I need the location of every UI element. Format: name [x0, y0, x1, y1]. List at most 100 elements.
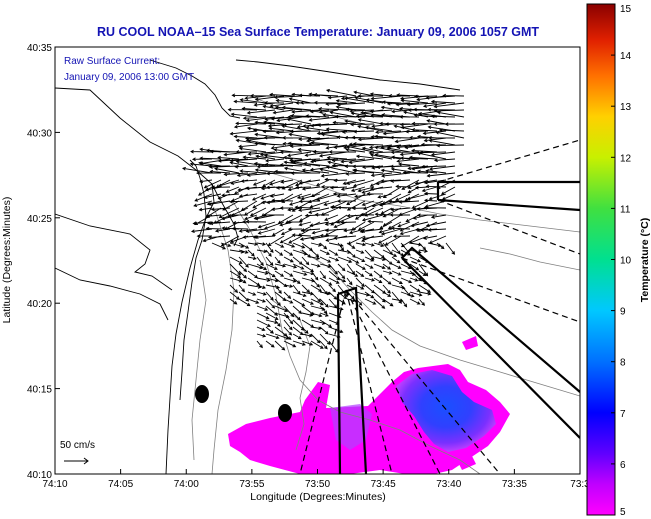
current-vector	[283, 326, 293, 336]
current-vector	[400, 249, 412, 256]
current-vector	[256, 312, 270, 320]
current-vector	[320, 172, 348, 178]
current-vector	[418, 249, 429, 253]
x-tick-label: 74:05	[108, 479, 133, 490]
current-vector	[283, 291, 292, 299]
current-vector	[361, 200, 375, 207]
current-vector	[429, 165, 456, 171]
colorbar-tick-label: 12	[620, 153, 632, 164]
current-vector	[319, 277, 333, 286]
x-axis-ticks: 74:10 74:05 74:00 73:55 73:50 73:45 73:40 73:35…	[42, 469, 590, 490]
current-vector	[290, 171, 321, 175]
current-vector	[281, 124, 312, 132]
current-vector	[350, 186, 366, 192]
current-vector	[321, 185, 339, 189]
colorbar-tick-label: 6	[620, 460, 626, 471]
current-vector	[229, 199, 249, 204]
current-vector	[353, 90, 375, 97]
current-vector	[368, 144, 393, 150]
current-vector	[254, 141, 285, 146]
current-vector	[318, 109, 339, 114]
current-vector	[220, 242, 232, 248]
current-vector	[428, 136, 456, 140]
current-vector	[283, 270, 294, 277]
current-vector	[292, 305, 303, 315]
current-vector	[227, 107, 258, 112]
current-vector	[436, 242, 445, 250]
current-vector	[305, 126, 330, 132]
current-vector	[318, 106, 348, 111]
current-vector	[368, 151, 393, 155]
current-vector	[334, 114, 366, 119]
current-vector	[416, 151, 447, 160]
current-vector	[238, 277, 247, 284]
current-vector	[395, 193, 411, 202]
current-vector	[310, 263, 321, 268]
x-tick-label: 73:45	[371, 479, 396, 490]
current-vector	[193, 200, 213, 208]
current-vector	[362, 235, 384, 241]
current-vector	[364, 284, 375, 294]
current-vector	[345, 147, 366, 153]
current-vector	[319, 291, 331, 296]
current-vector	[373, 242, 385, 248]
current-vector	[254, 235, 276, 239]
current-vector	[317, 123, 348, 127]
current-vector	[325, 102, 348, 106]
current-vector	[263, 221, 285, 230]
current-vector	[364, 125, 393, 132]
x-tick-label: 74:10	[42, 479, 67, 490]
current-vector	[329, 185, 348, 190]
current-vector	[236, 172, 258, 178]
current-vector	[357, 186, 375, 193]
current-vector	[377, 193, 393, 199]
current-vector	[405, 129, 429, 134]
current-vector	[399, 221, 420, 232]
current-vector	[380, 105, 402, 111]
current-vector	[382, 298, 394, 307]
current-vector	[203, 193, 222, 200]
current-vector	[301, 186, 321, 191]
current-vector	[423, 198, 438, 203]
current-vector	[273, 148, 294, 153]
beam-southeast-dashed	[401, 257, 580, 323]
current-vector	[262, 129, 285, 134]
current-vector	[238, 193, 258, 198]
current-vector	[229, 256, 243, 264]
current-vector	[207, 200, 231, 206]
current-vector	[423, 191, 438, 196]
current-vector	[340, 158, 366, 164]
current-vector	[263, 213, 285, 217]
current-vector	[209, 149, 240, 154]
current-vector	[309, 109, 330, 114]
current-vector	[400, 284, 411, 297]
current-vector	[274, 256, 281, 264]
plot-area	[55, 47, 580, 474]
current-vector	[328, 150, 357, 154]
current-vector	[266, 185, 285, 190]
colorbar-tick-label: 10	[620, 256, 632, 267]
current-vector	[310, 140, 339, 146]
annotation-line1: Raw Surface Current:	[64, 56, 160, 67]
colorbar-tick-label: 13	[620, 102, 632, 113]
current-vector	[319, 242, 328, 250]
current-vector	[325, 127, 357, 132]
beam-south-solid	[336, 286, 368, 474]
x-tick-label: 74:00	[174, 479, 199, 490]
current-vector	[369, 109, 393, 114]
current-vector	[194, 193, 213, 202]
current-vector	[256, 242, 266, 246]
current-vector	[355, 154, 384, 160]
current-vector	[209, 169, 231, 174]
current-vector	[444, 122, 465, 126]
long-island-shore	[235, 59, 461, 91]
current-vector	[301, 168, 330, 174]
current-vector	[281, 105, 312, 111]
current-vector	[292, 298, 306, 307]
current-vector	[373, 298, 386, 309]
y-tick-label: 40:10	[27, 470, 52, 481]
current-vector	[209, 221, 231, 226]
current-vector	[239, 98, 267, 104]
current-vector	[274, 263, 287, 268]
